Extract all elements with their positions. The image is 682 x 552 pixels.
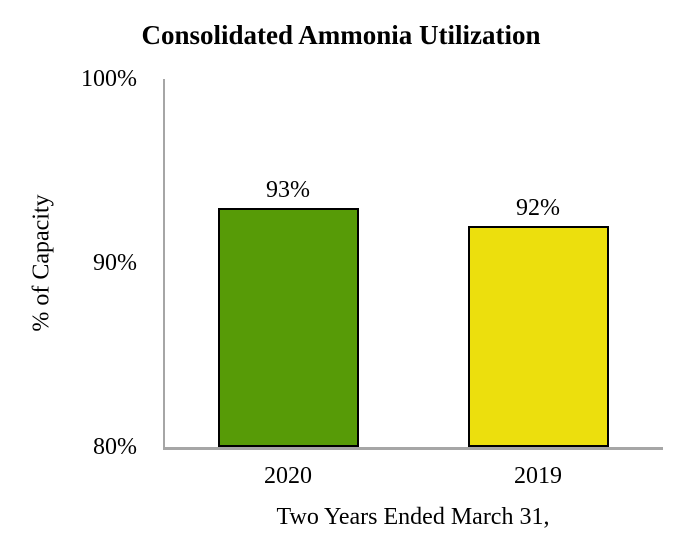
plot-area [163,79,663,450]
x-axis-line [163,447,663,450]
x-category-label: 2019 [514,463,562,489]
x-axis-title: Two Years Ended March 31, [276,504,550,530]
bar-value-label: 92% [516,195,560,222]
bar-2019 [467,226,609,447]
bar-value-label: 93% [266,176,310,203]
chart-title: Consolidated Ammonia Utilization [141,20,541,50]
y-tick-label: 80% [93,434,137,460]
y-tick-label: 90% [93,250,137,276]
bar-2020 [217,207,359,447]
y-tick-label: 100% [81,66,137,92]
x-category-label: 2020 [264,463,312,489]
y-axis-line [163,79,165,447]
